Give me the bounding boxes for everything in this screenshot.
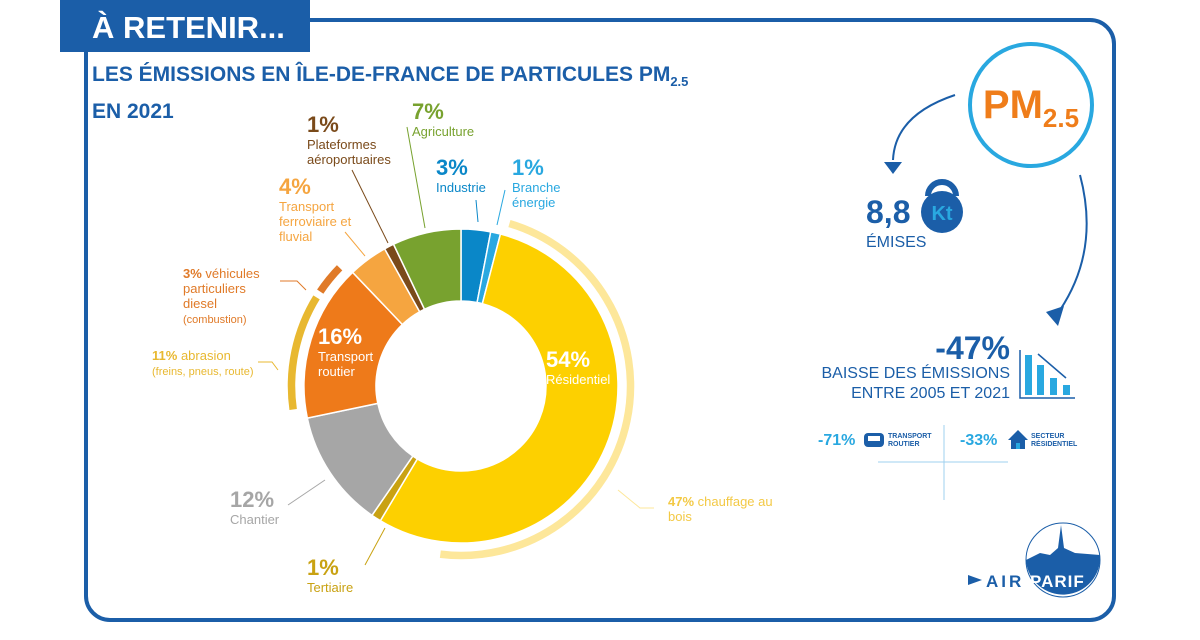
- pct: 12%: [230, 487, 275, 512]
- arrow-to-drop: [1059, 174, 1088, 311]
- pct: 3%: [436, 155, 468, 180]
- label-transport-routier: 16% Transport routier: [318, 324, 388, 380]
- label-text: chauffage au bois: [668, 494, 773, 524]
- arrow-to-emis: [892, 94, 956, 161]
- drop-label: BAISSE DES ÉMISSIONS ENTRE 2005 ET 2021: [822, 364, 1011, 404]
- label-text: Industrie: [436, 180, 486, 195]
- t1: TRANSPORT: [888, 433, 932, 440]
- label-chantier: 12% Chantier: [230, 487, 280, 528]
- label-abrasion: 11% abrasion (freins, pneus, route): [152, 348, 254, 380]
- chart-title: LES ÉMISSIONS EN ÎLE-DE-FRANCE DE PARTIC…: [92, 60, 688, 127]
- pm25-badge: PM2.5: [968, 42, 1094, 168]
- leader-energie: [496, 189, 506, 226]
- title-line2: EN 2021: [92, 100, 174, 124]
- pm-sub: 2.5: [1042, 103, 1080, 133]
- resid-label: SECTEUR RÉSIDENTIEL: [1031, 433, 1077, 449]
- svg-text:PARIF: PARIF: [1030, 572, 1085, 591]
- label-residentiel: 54% Résidentiel: [546, 347, 626, 388]
- label-text: Plateformes aéroportuaires: [307, 137, 391, 167]
- leader-ferroviaire: [344, 231, 366, 257]
- declining-bars-icon: [1019, 350, 1075, 399]
- label-branche-energie: 1% Branche énergie: [512, 155, 592, 211]
- emis-label: ÉMISES: [866, 234, 927, 251]
- leader-chauffage: [617, 489, 654, 509]
- pct: 4%: [279, 174, 311, 199]
- airparif-logo: AIR PARIF: [968, 522, 1101, 598]
- drop-value: -47%: [935, 330, 1010, 366]
- infographic-frame: [84, 18, 1116, 622]
- transport-value: -71%: [818, 432, 856, 449]
- leader-plateformes: [351, 169, 389, 244]
- pct: 11%: [152, 348, 178, 363]
- label-detail: (combustion): [183, 314, 247, 326]
- pm-text: PM: [982, 83, 1043, 127]
- svg-text:Kt: Kt: [931, 203, 952, 225]
- drop-line2: ENTRE 2005 ET 2021: [851, 385, 1010, 402]
- pct: 1%: [512, 155, 544, 180]
- pct: 16%: [318, 324, 363, 349]
- leader-diesel: [280, 280, 307, 291]
- label-text: Transport ferroviaire et fluvial: [279, 199, 352, 244]
- pct: 3%: [183, 266, 202, 281]
- slice-r-sidentiel: [379, 233, 619, 544]
- pct: 47%: [668, 494, 695, 509]
- arrow-head-icon: [1046, 306, 1064, 326]
- label-text: Transport routier: [318, 349, 374, 379]
- label-text: Branche énergie: [512, 180, 561, 210]
- label-chauffage: 47% chauffage au bois: [668, 494, 778, 524]
- label-text: Résidentiel: [546, 372, 611, 387]
- pct: 7%: [412, 99, 444, 124]
- label-text: abrasion: [180, 348, 231, 363]
- leader-industrie: [475, 199, 479, 223]
- leader-abrasion: [258, 361, 279, 371]
- label-detail: (freins, pneus, route): [152, 366, 254, 378]
- slice-agriculture: [392, 228, 462, 311]
- label-industrie: 3% Industrie: [436, 155, 486, 196]
- leader-tertiaire: [364, 527, 386, 566]
- label-text: Chantier: [230, 512, 280, 527]
- arrow-head-icon: [884, 162, 902, 174]
- resid-value: -33%: [960, 432, 998, 449]
- t2: ROUTIER: [888, 441, 920, 448]
- kettlebell-icon: Kt: [921, 179, 963, 233]
- banner: À RETENIR...: [60, 0, 310, 52]
- pct: 1%: [307, 555, 339, 580]
- title-sub: 2.5: [670, 74, 689, 90]
- house-icon: [1008, 430, 1028, 449]
- transport-label: TRANSPORT ROUTIER: [888, 433, 932, 449]
- label-diesel: 3% véhicules particuliers diesel (combust…: [183, 266, 283, 328]
- emis-value: 8,8: [866, 194, 911, 230]
- drop-line1: BAISSE DES ÉMISSIONS: [821, 365, 1011, 382]
- sub-arc-abrasion: [286, 293, 322, 412]
- leader-chantier: [287, 479, 326, 506]
- r1: SECTEUR: [1031, 433, 1065, 440]
- label-text: Tertiaire: [307, 580, 354, 595]
- sub-arc-chauffage: [438, 218, 636, 561]
- label-ferroviaire: 4% Transport ferroviaire et fluvial: [279, 174, 374, 245]
- r2: RÉSIDENTIEL: [1031, 441, 1078, 448]
- label-tertiaire: 1% Tertiaire: [307, 555, 354, 596]
- label-text: Agriculture: [412, 124, 475, 139]
- label-text: véhicules particuliers diesel: [183, 266, 260, 311]
- leader-agriculture: [406, 126, 426, 229]
- title-line1: LES ÉMISSIONS EN ÎLE-DE-FRANCE DE PARTIC…: [92, 63, 671, 86]
- pct: 54%: [546, 347, 591, 372]
- car-icon: [864, 433, 884, 447]
- sub-arc-véhicules: [315, 263, 345, 296]
- label-agriculture: 7% Agriculture: [412, 99, 475, 140]
- label-plateformes: 1% Plateformes aéroportuaires: [307, 112, 417, 168]
- pct: 1%: [307, 112, 339, 137]
- svg-text:AIR: AIR: [986, 572, 1024, 591]
